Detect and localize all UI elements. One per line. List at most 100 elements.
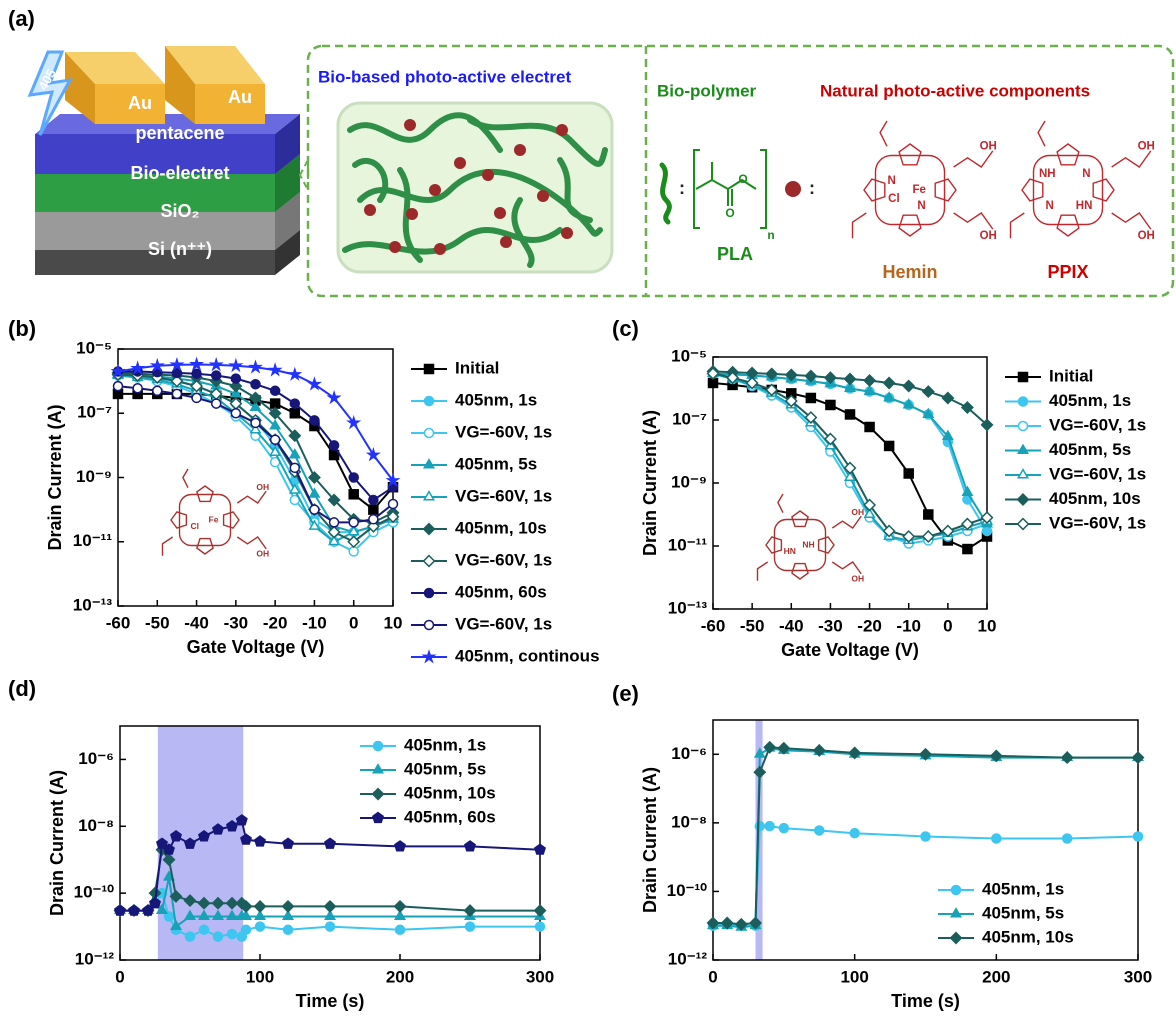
marker (779, 824, 788, 833)
pyrrole-ring (197, 539, 213, 554)
pyrrole-ring (792, 564, 808, 579)
marker (535, 844, 545, 854)
page: { "diagram": { "panel_label": "(a)", "li… (0, 0, 1176, 1021)
pyrrole-ring (224, 512, 239, 528)
marker (290, 399, 299, 408)
marker (310, 489, 319, 497)
y-tick-label: 10⁻⁸ (78, 816, 114, 835)
marker (242, 925, 251, 934)
marker (133, 384, 142, 393)
marker (283, 901, 294, 912)
molecule-name: PLA (717, 244, 753, 264)
y-tick-label: 10⁻¹³ (73, 595, 113, 614)
macrocycle (876, 156, 945, 225)
marker (114, 382, 123, 391)
atom-label: Fe (209, 514, 219, 524)
layer-label: pentacene (135, 123, 224, 143)
marker (211, 360, 221, 370)
x-tick-label: -20 (263, 613, 288, 632)
y-tick-label: 10⁻⁷ (672, 409, 707, 428)
marker (255, 836, 265, 846)
pyrrole-ring (899, 144, 921, 165)
y-tick-label: 10⁻⁸ (671, 812, 707, 831)
marker (943, 393, 954, 404)
marker (369, 495, 378, 504)
x-tick-label: -40 (184, 613, 209, 632)
marker (231, 409, 240, 418)
atom-label: OH (851, 507, 864, 517)
legend-label: 405nm, 60s (455, 582, 547, 601)
x-tick-label: -30 (224, 613, 249, 632)
legend-label: 405nm, 10s (404, 783, 496, 802)
legend-label: VG=-60V, 1s (1049, 415, 1146, 434)
marker (1063, 834, 1072, 843)
marker (466, 922, 475, 931)
marker (172, 389, 181, 398)
marker (115, 905, 125, 915)
marker (904, 469, 913, 478)
marker (425, 621, 434, 630)
marker (310, 505, 319, 514)
legend-label: Initial (455, 358, 499, 377)
x-axis-label: Time (s) (296, 991, 365, 1011)
atom-label: Cl (191, 521, 200, 531)
marker (214, 932, 223, 941)
marker (368, 450, 378, 460)
marker (1018, 470, 1027, 478)
legend-label: VG=-60V, 1s (455, 422, 552, 441)
marker (923, 386, 934, 397)
y-tick-label: 10⁻¹² (668, 949, 708, 968)
legend-label: Initial (1049, 366, 1093, 385)
panel-label: (a) (8, 6, 35, 31)
x-tick-label: 200 (982, 967, 1010, 986)
marker (251, 380, 260, 389)
pyrrole-ring (899, 215, 921, 236)
x-tick-label: 300 (526, 967, 554, 986)
legend-label: 405nm, 1s (1049, 391, 1131, 410)
marker (755, 822, 764, 831)
legend-label: VG=-60V, 1s (1049, 464, 1146, 483)
y-tick-label: 10⁻⁷ (77, 403, 112, 422)
atom-label: N (1045, 200, 1053, 212)
marker (192, 393, 201, 402)
marker (826, 400, 835, 409)
marker (284, 925, 293, 934)
marker (424, 460, 433, 468)
legend-label: 405nm, 5s (404, 759, 486, 778)
section-title: Natural photo-active components (820, 81, 1090, 100)
marker (369, 515, 378, 524)
x-tick-label: 10 (384, 613, 403, 632)
y-axis-label: Drain Current (A) (47, 770, 67, 916)
pyrrole-ring (935, 179, 956, 201)
marker (846, 410, 855, 419)
marker (1019, 397, 1028, 406)
marker (310, 416, 319, 425)
marker (374, 742, 383, 751)
marker (283, 838, 293, 848)
marker (1019, 373, 1028, 382)
marker (330, 441, 339, 450)
x-tick-label: -10 (896, 616, 921, 635)
x-tick-label: 0 (349, 613, 358, 632)
marker (1018, 494, 1029, 505)
pyrrole-ring (1093, 179, 1114, 201)
atom-label: OH (851, 573, 864, 583)
legend-label: VG=-60V, 1s (455, 486, 552, 505)
x-tick-label: 100 (246, 967, 274, 986)
marker (951, 909, 960, 917)
y-tick-label: 10⁻⁵ (76, 338, 112, 357)
marker (806, 393, 815, 402)
x-tick-label: 200 (386, 967, 414, 986)
marker (921, 832, 930, 841)
marker (251, 418, 260, 427)
marker (349, 490, 358, 499)
marker (326, 922, 335, 931)
y-axis-label: Drain Current (A) (640, 767, 660, 913)
atom-label: NH (802, 539, 814, 549)
marker (373, 813, 383, 823)
atom-label: Fe (912, 184, 925, 196)
pyrrole-ring (1057, 144, 1079, 165)
marker (885, 441, 894, 450)
marker (228, 929, 237, 938)
panel-label: (b) (8, 316, 36, 341)
